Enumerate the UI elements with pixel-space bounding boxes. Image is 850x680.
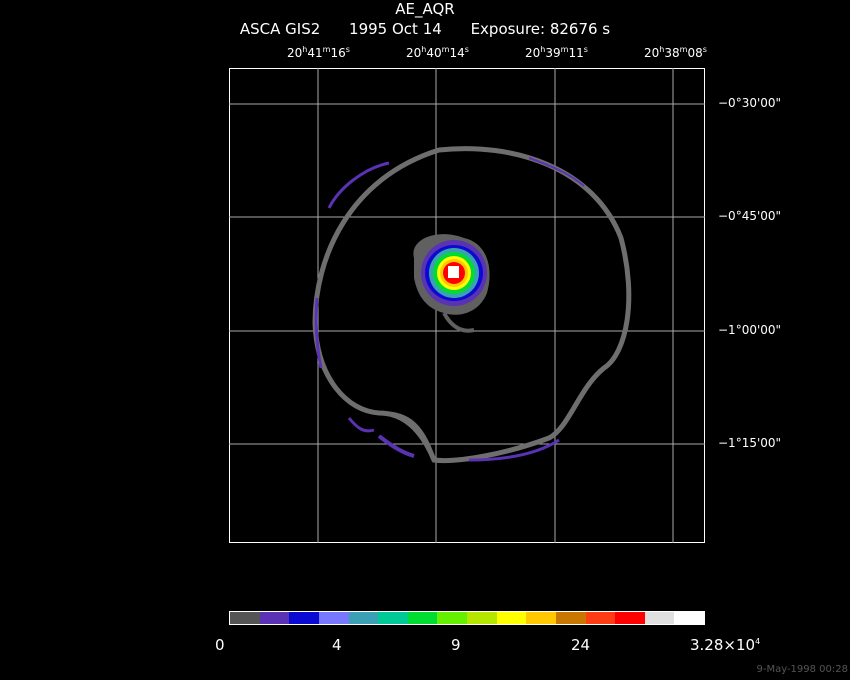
colorbar-max-label: 3.28×104 bbox=[690, 636, 761, 654]
colorbar-swatch bbox=[259, 612, 290, 624]
x-ray-source bbox=[413, 234, 490, 333]
ra-tick-label: 20h38m08s bbox=[644, 45, 707, 60]
ra-tick-label: 20h39m11s bbox=[525, 45, 588, 60]
image-subtitle: ASCA GIS2 1995 Oct 14 Exposure: 82676 s bbox=[0, 20, 850, 38]
colorbar-swatch bbox=[526, 612, 556, 624]
dec-tick-label: −0°45'00" bbox=[718, 209, 782, 223]
colorbar-swatch bbox=[378, 612, 408, 624]
colorbar-swatch bbox=[615, 612, 645, 624]
colorbar-label: 0 bbox=[215, 636, 225, 654]
colorbar-swatch bbox=[585, 612, 616, 624]
colorbar-swatch bbox=[644, 612, 675, 624]
colorbar-label: 24 bbox=[571, 636, 591, 654]
colorbar-swatch bbox=[437, 612, 467, 624]
sky-image-frame bbox=[229, 68, 705, 543]
dec-tick-label: −1°15'00" bbox=[718, 436, 782, 450]
colorbar-swatch bbox=[318, 612, 349, 624]
ra-tick-label: 20h41m16s bbox=[287, 45, 350, 60]
dec-tick-label: −1°00'00" bbox=[718, 323, 782, 337]
image-title: AE_AQR bbox=[395, 0, 455, 18]
dec-tick-label: −0°30'00" bbox=[718, 96, 782, 110]
instrument-label: ASCA GIS2 bbox=[239, 20, 321, 38]
exposure-label: Exposure: 82676 s bbox=[470, 20, 611, 38]
colorbar-swatch bbox=[348, 612, 379, 624]
observation-date: 1995 Oct 14 bbox=[349, 20, 442, 38]
colorbar-swatch bbox=[289, 612, 319, 624]
color-scale-bar bbox=[229, 611, 705, 625]
plot-timestamp: 9-May-1998 00:28 bbox=[756, 664, 848, 675]
colorbar-swatch bbox=[230, 612, 260, 624]
colorbar-swatch bbox=[467, 612, 497, 624]
colorbar-swatch bbox=[496, 612, 527, 624]
colorbar-swatch bbox=[674, 612, 704, 624]
colorbar-swatch bbox=[555, 612, 586, 624]
colorbar-swatch bbox=[407, 612, 438, 624]
colorbar-label: 9 bbox=[451, 636, 461, 654]
ra-tick-label: 20h40m14s bbox=[406, 45, 469, 60]
colorbar-label: 4 bbox=[332, 636, 342, 654]
detector-field-ring bbox=[312, 146, 632, 464]
